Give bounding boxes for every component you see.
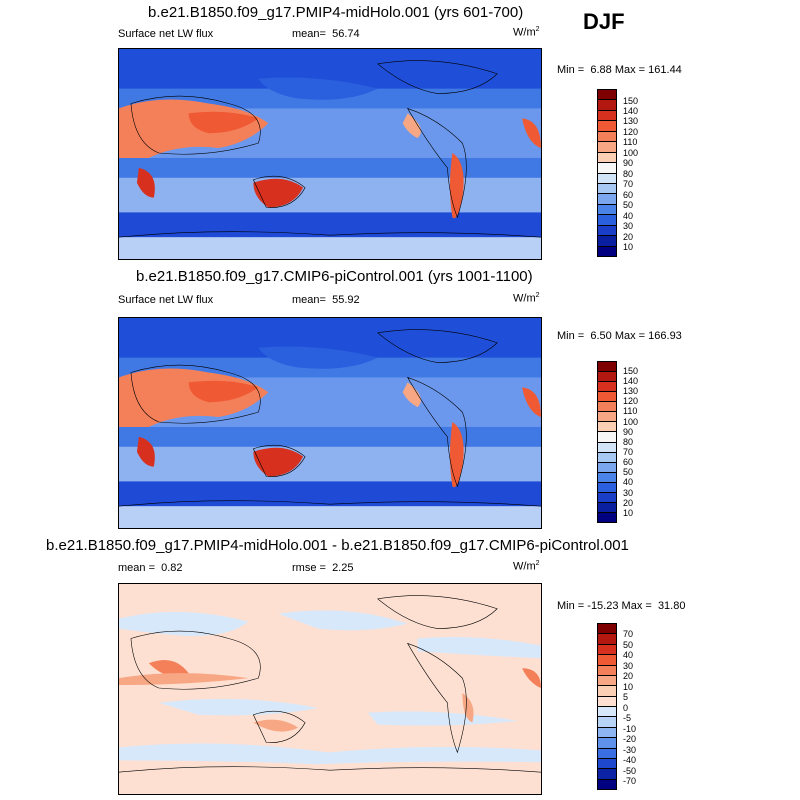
panel3-tick: -5 bbox=[623, 713, 632, 723]
panel1-tick: 110 bbox=[623, 137, 638, 147]
panel3-map bbox=[118, 583, 542, 795]
panel3-tick: -10 bbox=[623, 724, 637, 734]
panel3-tick: 30 bbox=[623, 661, 634, 671]
panel3-tick: 40 bbox=[623, 650, 634, 660]
panel2-tick: 70 bbox=[623, 447, 634, 457]
panel3-tick: -70 bbox=[623, 776, 637, 786]
panel1-variable: Surface net LW flux bbox=[118, 28, 214, 40]
panel1-units: W/m2 bbox=[513, 26, 540, 39]
panel1-colorbar bbox=[597, 89, 617, 257]
panel3-tick: 5 bbox=[623, 692, 629, 702]
panel2-tick: 80 bbox=[623, 437, 634, 447]
panel3-tick: 20 bbox=[623, 671, 634, 681]
season-label: DJF bbox=[583, 9, 625, 34]
panel2-tick: 110 bbox=[623, 406, 638, 416]
panel2-tick: 130 bbox=[623, 386, 639, 396]
panel2-tick: 120 bbox=[623, 396, 639, 406]
panel1-tick: 70 bbox=[623, 179, 634, 189]
panel1-tick: 140 bbox=[623, 106, 639, 116]
panel3-minmax: Min = -15.23 Max = 31.80 bbox=[557, 600, 686, 612]
panel3-rmse: rmse = 2.25 bbox=[292, 562, 354, 574]
panel3-tick: 0 bbox=[623, 703, 629, 713]
panel3-tick: -50 bbox=[623, 766, 637, 776]
panel2-mean: mean= 55.92 bbox=[292, 294, 360, 306]
panel1-tick: 100 bbox=[623, 148, 639, 158]
panel3-tick: 10 bbox=[623, 682, 634, 692]
panel2-minmax: Min = 6.50 Max = 166.93 bbox=[557, 330, 682, 342]
panel3-title: b.e21.B1850.f09_g17.PMIP4-midHolo.001 - … bbox=[46, 537, 629, 554]
panel1-tick: 30 bbox=[623, 221, 634, 231]
panel1-tick: 20 bbox=[623, 232, 634, 242]
panel2-tick: 50 bbox=[623, 467, 634, 477]
panel2-variable: Surface net LW flux bbox=[118, 294, 214, 306]
panel2-map bbox=[118, 317, 542, 529]
panel1-tick: 50 bbox=[623, 200, 634, 210]
panel2-tick: 90 bbox=[623, 427, 634, 437]
panel1-tick: 80 bbox=[623, 169, 634, 179]
panel1-title: b.e21.B1850.f09_g17.PMIP4-midHolo.001 (y… bbox=[148, 4, 524, 21]
panel1-tick: 150 bbox=[623, 96, 639, 106]
panel1-tick: 130 bbox=[623, 116, 639, 126]
panel1-mean: mean= 56.74 bbox=[292, 28, 360, 40]
panel2-colorbar bbox=[597, 361, 617, 523]
panel3-colorbar bbox=[597, 623, 617, 790]
panel1-map bbox=[118, 48, 542, 260]
panel2-tick: 150 bbox=[623, 366, 639, 376]
panel1-tick: 40 bbox=[623, 211, 634, 221]
panel2-tick: 60 bbox=[623, 457, 634, 467]
panel2-tick: 10 bbox=[623, 508, 634, 518]
panel1-tick: 10 bbox=[623, 242, 634, 252]
panel3-tick: -40 bbox=[623, 755, 637, 765]
panel2-title: b.e21.B1850.f09_g17.CMIP6-piControl.001 … bbox=[136, 268, 533, 285]
panel2-tick: 40 bbox=[623, 477, 634, 487]
panel3-tick: 50 bbox=[623, 640, 634, 650]
panel2-units: W/m2 bbox=[513, 292, 540, 305]
panel2-tick: 100 bbox=[623, 417, 639, 427]
panel3-tick: 70 bbox=[623, 629, 634, 639]
panel2-tick: 30 bbox=[623, 488, 634, 498]
panel1-tick: 60 bbox=[623, 190, 634, 200]
panel3-units: W/m2 bbox=[513, 560, 540, 573]
panel3-tick: -20 bbox=[623, 734, 637, 744]
panel1-minmax: Min = 6.88 Max = 161.44 bbox=[557, 64, 682, 76]
panel2-tick: 20 bbox=[623, 498, 634, 508]
panel1-tick: 90 bbox=[623, 158, 634, 168]
panel2-tick: 140 bbox=[623, 376, 639, 386]
panel1-tick: 120 bbox=[623, 127, 639, 137]
panel3-tick: -30 bbox=[623, 745, 637, 755]
panel3-mean: mean = 0.82 bbox=[118, 562, 183, 574]
